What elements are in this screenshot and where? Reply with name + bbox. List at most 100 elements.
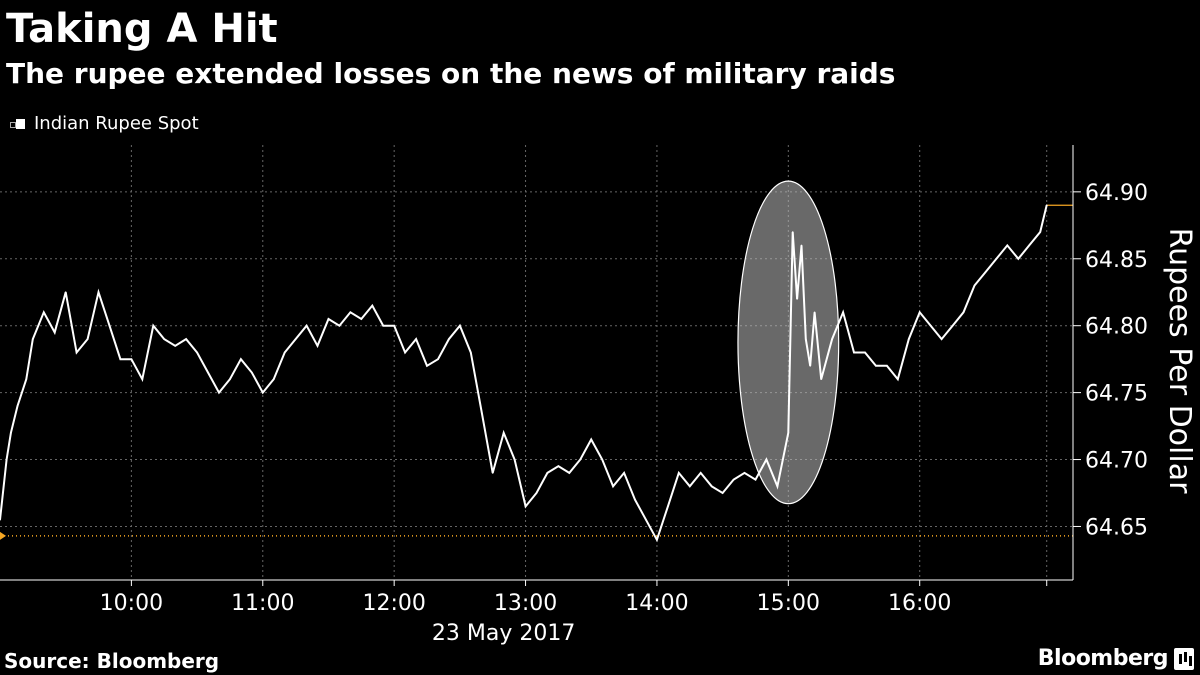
data-point (141, 378, 144, 381)
axis-layer (0, 145, 1081, 586)
data-point (546, 472, 549, 474)
data-point (809, 365, 812, 367)
data-point (940, 338, 943, 340)
data-point (108, 324, 111, 327)
series-layer (0, 204, 1048, 543)
data-point (743, 472, 746, 474)
data-point (907, 338, 910, 340)
data-point (382, 324, 385, 327)
data-point (491, 472, 494, 474)
data-point (918, 311, 921, 314)
data-point (667, 505, 669, 508)
data-point (393, 324, 395, 327)
x-tick-label: 15:00 (757, 591, 820, 616)
data-point (973, 284, 976, 287)
highlight-layer (737, 180, 840, 505)
data-point (995, 257, 998, 260)
data-point (42, 311, 45, 314)
series-line (0, 204, 1048, 543)
data-point (601, 458, 603, 461)
data-point (513, 458, 516, 461)
data-point (64, 291, 67, 294)
data-point (316, 344, 319, 347)
data-point (535, 492, 538, 494)
data-point (119, 358, 122, 360)
data-point (929, 324, 932, 327)
y-tick-label: 64.80 (1085, 315, 1148, 340)
data-point (305, 324, 308, 327)
legend-swatch-icon (10, 118, 25, 130)
data-point (699, 472, 702, 474)
y-axis-label: Rupees Per Dollar (1162, 228, 1197, 494)
data-point (842, 311, 844, 314)
data-point (800, 244, 803, 247)
data-point (1028, 244, 1031, 247)
data-point (480, 411, 483, 414)
data-point (805, 338, 807, 340)
x-axis-label: 23 May 2017 (432, 621, 575, 646)
data-point (152, 324, 155, 327)
data-point (853, 351, 855, 354)
data-point (283, 351, 286, 354)
data-point (75, 351, 78, 354)
data-point (86, 338, 89, 340)
data-point (0, 518, 1, 521)
chart-title: Taking A Hit (6, 6, 278, 52)
grid-lines (0, 145, 1073, 580)
data-point (656, 539, 658, 541)
x-tick-label: 11:00 (231, 591, 294, 616)
data-point (612, 485, 614, 488)
data-point (360, 318, 363, 320)
data-point (796, 298, 798, 300)
data-point (1039, 231, 1041, 233)
data-point (831, 338, 833, 340)
data-point (813, 311, 816, 314)
data-point (875, 365, 877, 367)
data-point (338, 324, 341, 327)
data-point (185, 338, 187, 340)
data-point (459, 324, 461, 327)
data-point (678, 472, 680, 474)
data-point (623, 472, 625, 474)
data-point (864, 351, 866, 354)
x-tick-label: 14:00 (625, 591, 688, 616)
data-point (732, 478, 735, 481)
data-point (787, 431, 790, 434)
data-point (645, 518, 647, 521)
data-point (886, 365, 888, 367)
chart-subtitle: The rupee extended losses on the news of… (6, 57, 896, 90)
y-tick-label: 64.70 (1085, 449, 1148, 474)
reference-layer (0, 204, 1073, 540)
y-tick-label: 64.75 (1085, 382, 1148, 407)
highlight-ellipse (737, 180, 840, 505)
data-point (524, 505, 527, 508)
data-point (634, 498, 636, 501)
y-tick-label: 64.65 (1085, 515, 1148, 540)
data-point (174, 344, 176, 347)
data-point (557, 465, 560, 468)
data-point (207, 371, 209, 374)
data-point (25, 378, 28, 381)
data-point (327, 318, 330, 320)
reference-marker (0, 531, 6, 540)
x-tick-label: 12:00 (362, 591, 425, 616)
data-point (218, 391, 220, 394)
y-tick-label: 64.85 (1085, 248, 1148, 273)
data-point (437, 358, 439, 360)
data-point (240, 358, 242, 360)
data-point (229, 378, 231, 381)
data-point (415, 338, 417, 340)
data-point (426, 365, 428, 367)
data-point (568, 472, 571, 474)
data-point (579, 458, 582, 461)
data-point (272, 378, 275, 381)
data-point (251, 371, 253, 374)
source-note: Source: Bloomberg (4, 649, 220, 673)
data-point (16, 405, 19, 407)
data-point (897, 378, 899, 381)
data-point (710, 485, 713, 488)
data-point (776, 485, 779, 488)
data-point (962, 311, 965, 314)
brand-wordmark: Bloomberg (1037, 646, 1169, 671)
